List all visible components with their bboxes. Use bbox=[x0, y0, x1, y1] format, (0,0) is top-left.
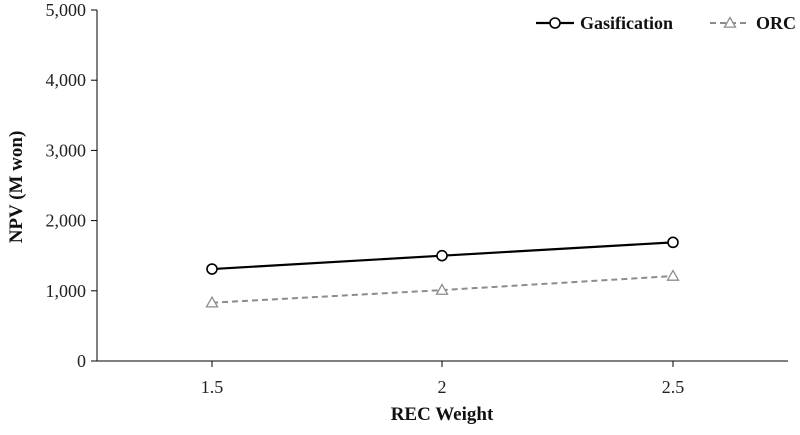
legend-item-orc: ORC bbox=[710, 13, 796, 33]
legend-marker-gasification bbox=[549, 17, 561, 29]
legend: Gasification ORC bbox=[536, 13, 796, 33]
legend-marker-orc bbox=[723, 16, 737, 28]
x-tick-label: 2.5 bbox=[662, 377, 685, 397]
y-tick-label: 5,000 bbox=[46, 0, 87, 20]
y-tick-label: 1,000 bbox=[46, 281, 87, 301]
legend-item-gasification: Gasification bbox=[536, 13, 673, 33]
y-ticks: 0 1,000 2,000 3,000 4,000 5,000 bbox=[46, 0, 97, 371]
data-point-orc bbox=[205, 295, 219, 308]
legend-label-orc: ORC bbox=[756, 13, 796, 33]
data-point-gasification bbox=[436, 249, 448, 262]
series-orc bbox=[205, 269, 680, 308]
x-axis-title: REC Weight bbox=[391, 404, 494, 425]
data-point-orc bbox=[666, 269, 680, 281]
data-point-gasification bbox=[667, 236, 679, 249]
legend-label-gasification: Gasification bbox=[580, 13, 673, 33]
x-ticks: 1.5 2 2.5 bbox=[201, 361, 685, 397]
y-tick-label: 0 bbox=[77, 351, 86, 371]
y-tick-label: 3,000 bbox=[46, 140, 87, 160]
plot-area: 0 1,000 2,000 3,000 4,000 5,000 1.5 2 2.5 bbox=[46, 0, 788, 397]
y-axis-title: NPV (M won) bbox=[6, 131, 27, 244]
series-layer bbox=[205, 236, 680, 308]
x-tick-label: 1.5 bbox=[201, 377, 224, 397]
data-point-gasification bbox=[206, 263, 218, 275]
data-point-orc bbox=[435, 283, 449, 295]
y-tick-label: 2,000 bbox=[46, 211, 87, 231]
y-tick-label: 4,000 bbox=[46, 70, 87, 90]
series-gasification bbox=[206, 236, 679, 275]
x-tick-label: 2 bbox=[438, 377, 447, 397]
